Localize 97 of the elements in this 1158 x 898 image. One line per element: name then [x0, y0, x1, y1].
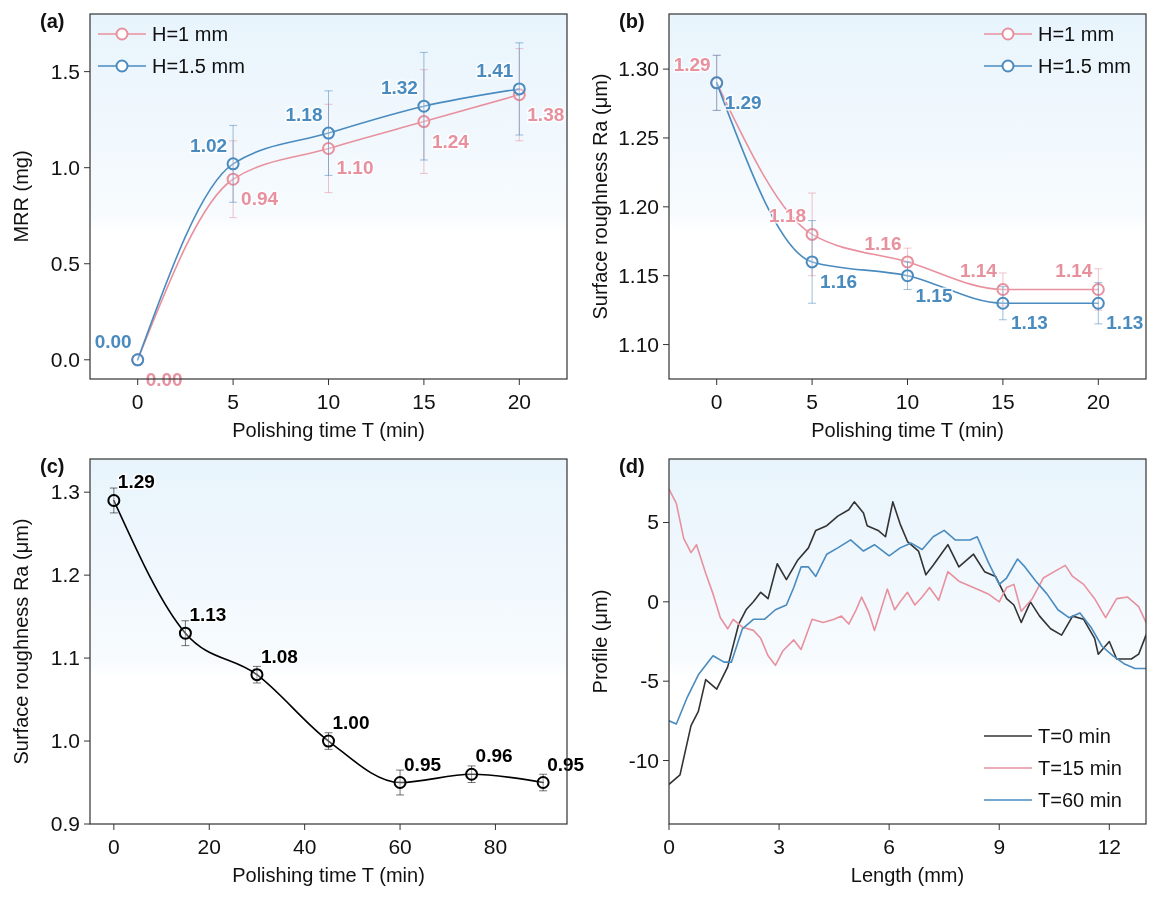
- point: [107, 493, 121, 507]
- data-label: 1.32: [380, 77, 418, 99]
- x-tick-label: 9: [993, 835, 1006, 858]
- y-tick-label: 1.5: [50, 59, 80, 83]
- x-tick-label: 20: [197, 835, 221, 858]
- legend-label: T=15 min: [1038, 757, 1122, 779]
- x-axis-title: Polishing time T (min): [232, 864, 425, 886]
- x-tick-label: 60: [388, 835, 412, 858]
- x-tick-label: 12: [1097, 835, 1121, 858]
- point: [417, 99, 431, 113]
- data-label: 1.41: [476, 59, 514, 81]
- x-tick-label: 5: [227, 390, 239, 413]
- data-label: 1.08: [260, 645, 298, 667]
- data-label: 1.29: [117, 471, 155, 493]
- data-label: 0.00: [94, 330, 132, 352]
- line-series: [669, 488, 1146, 667]
- data-label: 1.29: [724, 91, 762, 113]
- legend-label: H=1 mm: [152, 23, 229, 45]
- x-tick-label: 0: [108, 835, 120, 858]
- point: [805, 255, 819, 269]
- data-label: 1.16: [820, 270, 858, 292]
- x-tick-label: 6: [883, 835, 895, 858]
- y-tick-label: 0.0: [50, 347, 80, 371]
- point: [901, 269, 914, 283]
- x-tick-label: 3: [773, 835, 785, 858]
- x-tick-label: 0: [710, 390, 723, 413]
- data-label: 1.13: [1106, 312, 1144, 334]
- x-tick-label: 10: [895, 390, 920, 413]
- y-tick-label: 1.0: [50, 729, 80, 753]
- y-tick-label: -10: [628, 748, 659, 772]
- y-tick-label: 0.9: [50, 812, 80, 835]
- data-label: 1.24: [431, 130, 470, 152]
- point: [178, 626, 192, 640]
- y-tick-label: 1.2: [50, 563, 80, 587]
- x-tick-label: 0: [131, 390, 144, 413]
- data-label: 1.15: [915, 284, 953, 306]
- y-tick-label: 1.20: [618, 194, 659, 218]
- data-label: 0.95: [404, 753, 442, 775]
- y-tick-label: 1.1: [50, 646, 80, 670]
- x-tick-label: 15: [412, 390, 436, 413]
- x-tick-label: 0: [663, 835, 675, 858]
- y-tick-label: 1.25: [618, 125, 659, 149]
- legend-label: H=1.5 mm: [1038, 55, 1131, 77]
- data-label: 1.13: [1010, 312, 1048, 334]
- point: [226, 157, 240, 171]
- x-tick-label: 40: [292, 835, 317, 858]
- data-label: 1.00: [332, 712, 370, 734]
- y-tick-label: 1.15: [618, 263, 659, 287]
- x-axis-title: Length (mm): [850, 864, 965, 886]
- data-label: 1.10: [336, 157, 374, 179]
- point: [996, 296, 1010, 310]
- data-label: 1.02: [190, 134, 228, 156]
- y-axis-title: Profile (μm): [589, 589, 611, 694]
- data-label: 1.14: [1055, 260, 1093, 282]
- point: [1091, 282, 1105, 296]
- data-label: 1.29: [673, 53, 711, 75]
- data-label: 1.38: [527, 103, 565, 125]
- chart-title: (c): [40, 455, 65, 477]
- x-tick-label: 80: [483, 835, 508, 858]
- point: [512, 82, 526, 96]
- legend-label: T=60 min: [1038, 789, 1122, 811]
- x-tick-label: 15: [991, 390, 1015, 413]
- data-label: 1.14: [959, 260, 998, 282]
- x-tick-label: 20: [1086, 390, 1110, 413]
- y-tick-label: 0.5: [50, 251, 80, 275]
- y-axis-title: Surface roughness Ra (μm): [589, 73, 611, 320]
- point: [1091, 296, 1105, 310]
- x-tick-label: 10: [316, 390, 341, 413]
- point: [322, 126, 335, 140]
- line-series: [669, 529, 1146, 725]
- chart-title: (b): [619, 10, 645, 32]
- y-tick-label: 1.0: [50, 155, 80, 179]
- data-label: 0.96: [475, 745, 513, 767]
- legend-label: H=1.5 mm: [152, 55, 245, 77]
- legend-label: H=1 mm: [1038, 23, 1115, 45]
- y-tick-label: 1.30: [618, 57, 659, 81]
- chart-title: (d): [619, 455, 645, 477]
- data-label: 0.94: [241, 188, 279, 210]
- data-label: 1.13: [189, 604, 227, 626]
- y-tick-label: 5: [647, 510, 659, 534]
- data-label: 0.95: [547, 753, 585, 775]
- chart-title: (a): [40, 10, 65, 32]
- legend-label: T=0 min: [1038, 725, 1111, 747]
- y-tick-label: -5: [640, 669, 659, 693]
- x-tick-label: 5: [806, 390, 818, 413]
- x-axis-title: Polishing time T (min): [811, 419, 1004, 441]
- data-label: 1.16: [864, 232, 902, 254]
- y-tick-label: 1.10: [618, 332, 659, 356]
- y-tick-label: 0: [647, 589, 659, 613]
- data-label: 1.18: [285, 104, 323, 126]
- point: [322, 141, 335, 155]
- y-axis-title: MRR (mg): [10, 150, 32, 243]
- y-tick-label: 1.3: [50, 480, 80, 504]
- y-axis-title: Surface roughness Ra (μm): [10, 518, 32, 765]
- point: [393, 776, 407, 790]
- x-tick-label: 20: [507, 390, 531, 413]
- x-axis-title: Polishing time T (min): [232, 419, 425, 441]
